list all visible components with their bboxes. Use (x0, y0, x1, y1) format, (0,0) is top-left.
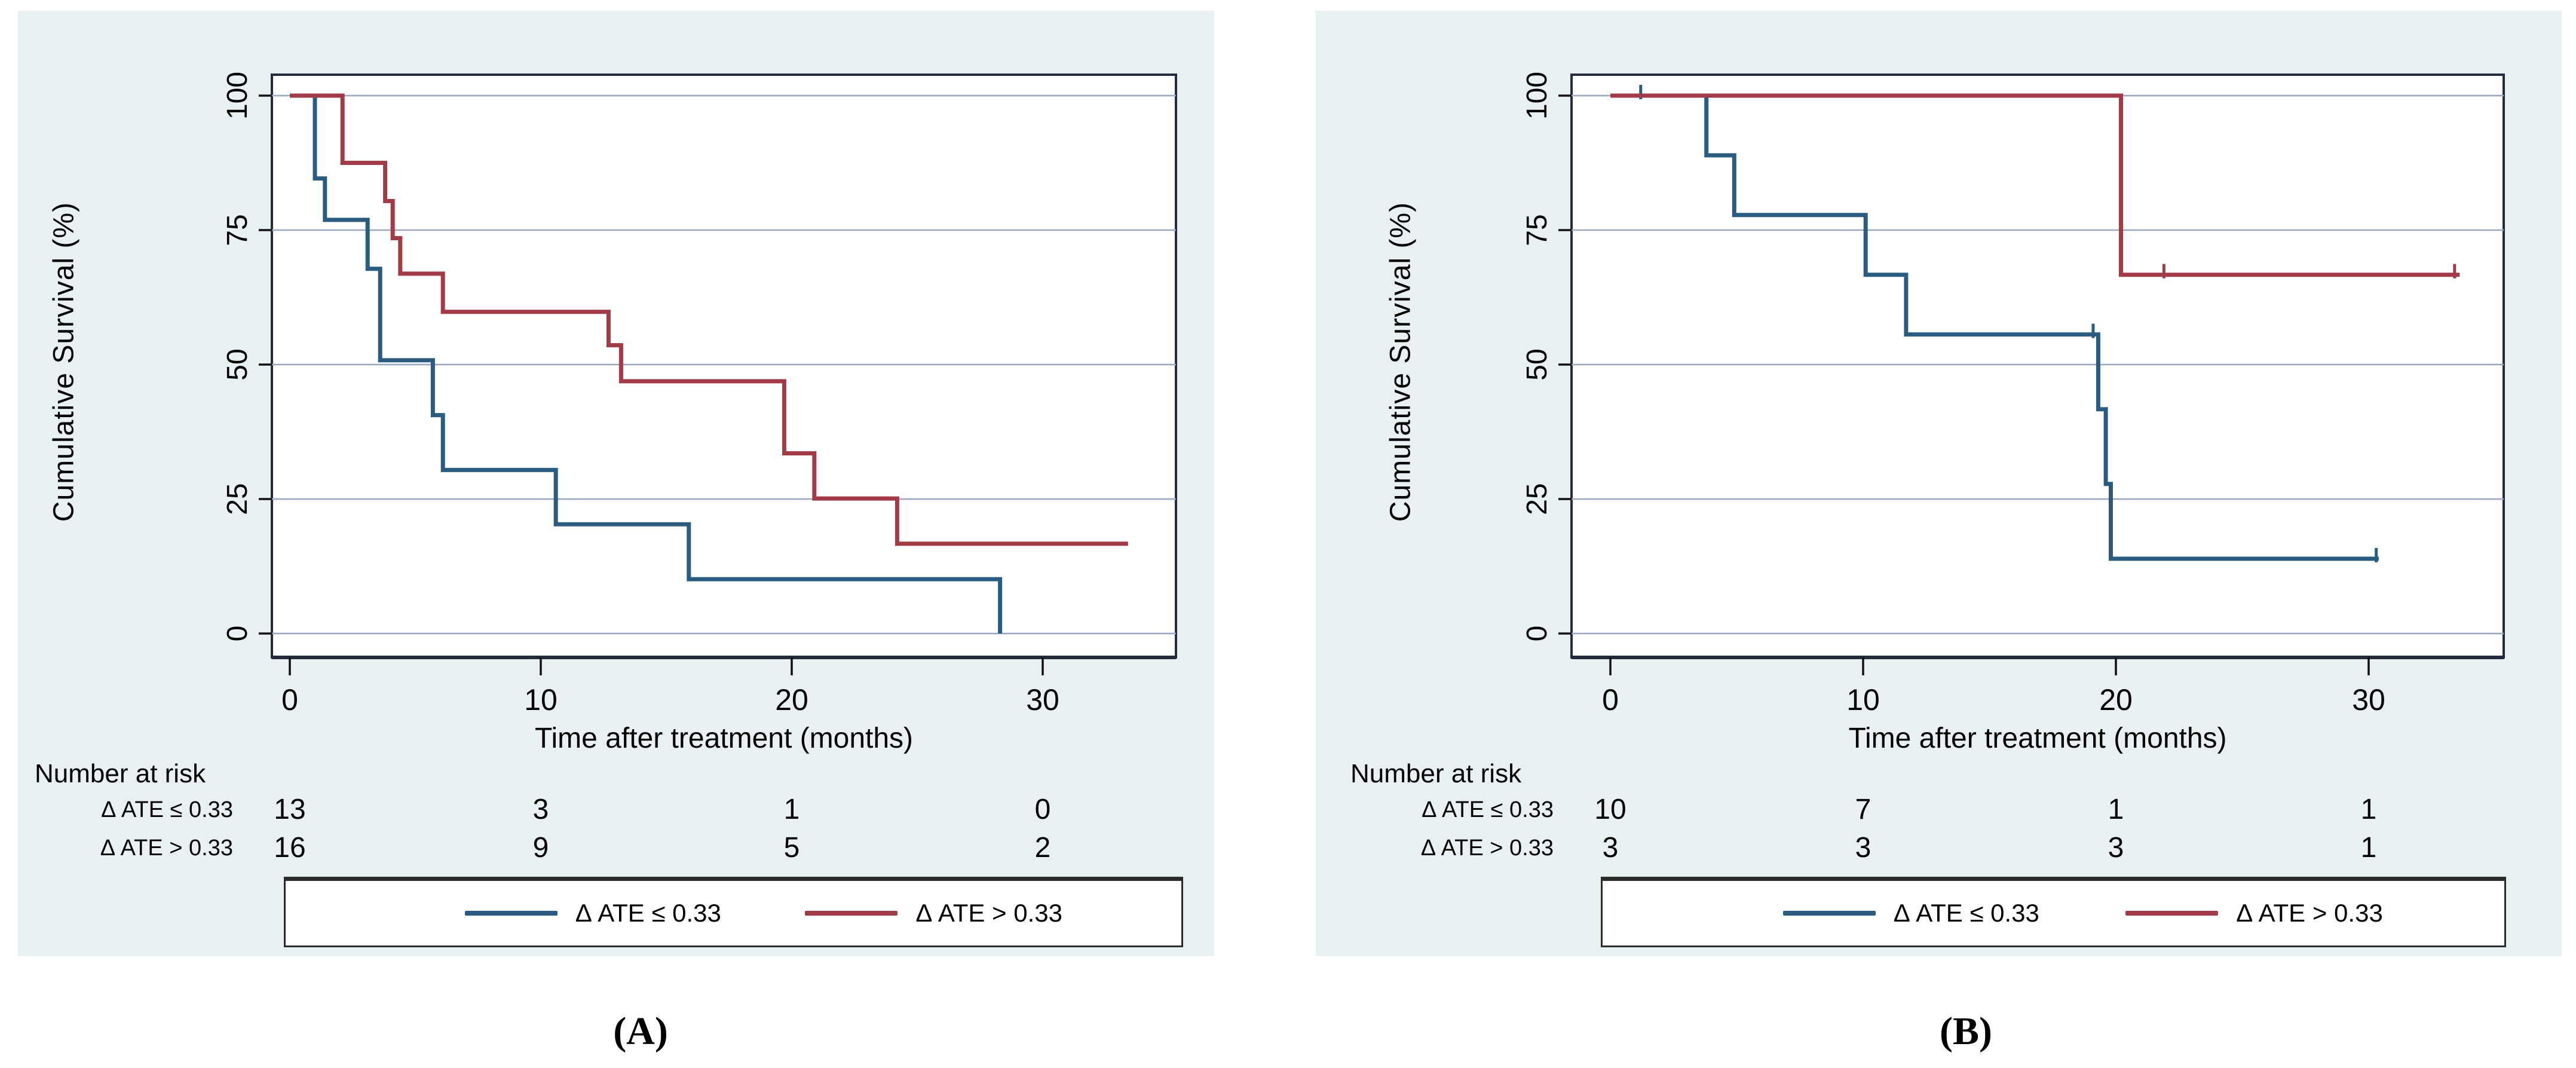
y-tick-label: 100 (222, 72, 253, 120)
x-tick-label: 0 (1602, 683, 1619, 717)
km-curve (290, 93, 1003, 634)
legend-swatch-blue (1782, 911, 1876, 916)
at-risk-value: 9 (533, 832, 549, 864)
x-tick-label: 10 (524, 683, 558, 717)
legend-item-gt: Δ ATE > 0.33 (805, 881, 1062, 945)
legend-swatch-red (805, 911, 898, 916)
plot-frame (271, 74, 1177, 659)
legend-item-le: Δ ATE ≤ 0.33 (464, 881, 721, 945)
survival-panel-a: 100 75 50 25 0 0 10 20 30 13 3 1 0 16 9 5 2 Cumulative S… (18, 11, 1214, 956)
legend-swatch-blue (464, 911, 558, 916)
at-risk-value: 3 (533, 794, 549, 825)
at-risk-value: 3 (1855, 832, 1871, 864)
legend-label-gt: Δ ATE > 0.33 (2236, 899, 2383, 927)
at-risk-value: 5 (784, 832, 800, 864)
legend-label-le: Δ ATE ≤ 0.33 (1893, 899, 2039, 927)
y-tick-label: 0 (1521, 626, 1553, 642)
panel-caption-a: (A) (613, 1009, 668, 1053)
legend-item-gt: Δ ATE > 0.33 (2125, 881, 2383, 945)
at-risk-value: 1 (2361, 794, 2377, 825)
at-risk-value: 10 (1594, 794, 1626, 825)
at-risk-value: 13 (274, 794, 305, 825)
panel-caption-b: (B) (1940, 1009, 1992, 1053)
x-tick-label: 30 (1026, 683, 1059, 717)
at-risk-value: 2 (1035, 832, 1051, 864)
y-axis-title: Cumulative Survival (%) (48, 201, 80, 522)
legend-label-le: Δ ATE ≤ 0.33 (575, 899, 721, 927)
x-tick-label: 20 (775, 683, 808, 717)
x-axis-title: Time after treatment (months) (534, 723, 914, 754)
y-tick-label: 25 (1521, 483, 1553, 515)
number-at-risk-header: Number at risk (35, 759, 206, 788)
x-tick-label: 0 (281, 683, 298, 717)
y-tick-label: 0 (222, 626, 253, 642)
y-axis-title: Cumulative Survival (%) (1385, 201, 1417, 522)
at-risk-value: 16 (274, 832, 305, 864)
at-risk-value: 1 (2361, 832, 2377, 864)
at-risk-value: 7 (1855, 794, 1871, 825)
legend-label-gt: Δ ATE > 0.33 (915, 899, 1062, 927)
x-tick-label: 30 (2352, 683, 2385, 717)
km-curve (290, 93, 1128, 546)
at-risk-value: 0 (1035, 794, 1051, 825)
at-risk-value: 3 (1603, 832, 1619, 864)
km-curve (1610, 93, 2460, 277)
plot-frame (1570, 74, 2505, 659)
y-tick-label: 75 (222, 214, 253, 246)
at-risk-value: 3 (2108, 832, 2124, 864)
risk-row-label-gt: Δ ATE > 0.33 (100, 836, 233, 861)
x-tick-label: 20 (2099, 683, 2133, 717)
legend-item-le: Δ ATE ≤ 0.33 (1782, 881, 2039, 945)
y-tick-label: 25 (222, 483, 253, 515)
risk-row-label-le: Δ ATE ≤ 0.33 (101, 797, 233, 822)
legend-swatch-red (2125, 911, 2219, 916)
at-risk-value: 1 (2108, 794, 2124, 825)
number-at-risk-header: Number at risk (1350, 759, 1522, 788)
risk-row-label-le: Δ ATE ≤ 0.33 (1422, 797, 1554, 822)
y-tick-label: 50 (1521, 348, 1553, 380)
legend: Δ ATE ≤ 0.33 Δ ATE > 0.33 (1601, 877, 2506, 947)
risk-row-label-gt: Δ ATE > 0.33 (1420, 836, 1554, 861)
km-plot-b: 100 75 50 25 0 0 10 20 30 10 7 1 1 3 3 3 1 (1521, 72, 2505, 864)
survival-panel-b: 100 75 50 25 0 0 10 20 30 10 7 1 1 3 3 3 1 Cumulative Su… (1316, 11, 2562, 956)
y-tick-label: 50 (222, 348, 253, 380)
x-axis-title: Time after treatment (months) (1848, 723, 2227, 754)
y-tick-label: 100 (1521, 72, 1553, 120)
at-risk-value: 1 (784, 794, 800, 825)
x-tick-label: 10 (1846, 683, 1880, 717)
y-tick-label: 75 (1521, 214, 1553, 246)
legend: Δ ATE ≤ 0.33 Δ ATE > 0.33 (284, 877, 1183, 947)
km-curve (1610, 93, 2379, 561)
